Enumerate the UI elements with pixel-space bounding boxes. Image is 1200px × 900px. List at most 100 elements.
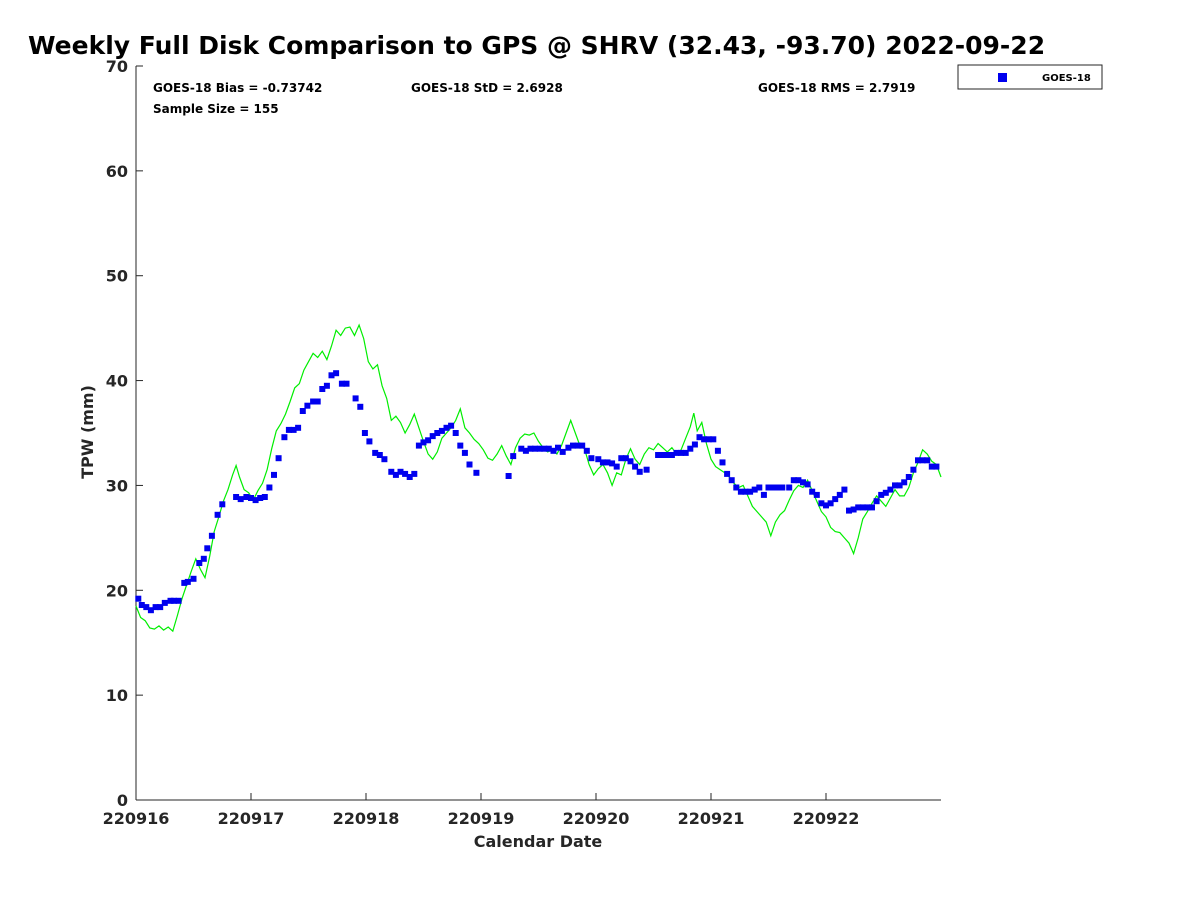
goes18-point xyxy=(719,459,726,466)
goes18-point xyxy=(532,445,538,452)
y-tick-label: 50 xyxy=(106,267,128,286)
goes18-point xyxy=(864,504,871,511)
goes18-point xyxy=(627,458,634,465)
goes18-point xyxy=(415,442,422,449)
y-tick-label: 20 xyxy=(106,581,128,600)
goes18-point xyxy=(438,427,445,434)
goes18-point xyxy=(219,501,226,508)
goes18-point xyxy=(655,452,662,458)
goes18-point xyxy=(184,578,191,585)
goes18-point xyxy=(314,398,321,405)
goes18-point xyxy=(696,434,703,441)
goes18-point xyxy=(275,455,282,462)
goes18-point xyxy=(919,457,926,464)
goes18-point xyxy=(613,463,620,470)
goes18-point xyxy=(425,437,432,444)
bias-stat: GOES-18 Bias = -0.73742 xyxy=(153,81,322,95)
goes18-point xyxy=(659,452,666,458)
goes18-point xyxy=(705,436,712,443)
y-tick-label: 0 xyxy=(117,791,128,810)
goes18-point xyxy=(710,436,717,443)
goes18-point xyxy=(214,511,221,518)
goes18-point xyxy=(841,486,848,493)
goes18-point xyxy=(765,484,772,491)
legend: GOES-18 xyxy=(957,64,1103,90)
rms-stat: GOES-18 RMS = 2.7919 xyxy=(758,81,915,95)
goes18-point xyxy=(774,484,781,491)
goes18-point xyxy=(518,445,525,452)
gps-line-layer xyxy=(135,323,942,633)
goes18-point xyxy=(411,470,418,477)
goes18-point xyxy=(366,438,373,445)
goes18-point xyxy=(295,424,302,431)
goes18-point xyxy=(204,545,211,552)
goes18-point xyxy=(285,426,292,433)
goes18-point xyxy=(261,494,268,500)
goes18-point xyxy=(804,481,811,488)
goes18-point xyxy=(397,468,404,475)
goes18-point xyxy=(175,597,182,604)
goes18-point xyxy=(901,479,908,486)
goes18-point xyxy=(915,457,921,464)
goes18-point xyxy=(823,502,829,509)
goes18-point xyxy=(595,456,602,463)
goes18-point xyxy=(181,579,188,586)
goes18-point xyxy=(243,494,250,500)
goes18-point xyxy=(388,468,395,475)
x-tick-label: 220918 xyxy=(333,809,400,828)
goes18-point xyxy=(643,466,650,473)
y-tick-label: 40 xyxy=(106,372,128,391)
goes18-point xyxy=(701,436,708,443)
std-stat: GOES-18 StD = 2.6928 xyxy=(411,81,563,95)
goes18-point xyxy=(790,477,797,484)
goes18-point xyxy=(609,460,616,467)
goes18-point xyxy=(138,602,145,608)
goes18-point xyxy=(457,442,464,449)
goes18-point xyxy=(352,395,359,402)
goes18-point xyxy=(343,380,350,387)
goes18-point xyxy=(928,463,935,470)
goes18-point xyxy=(376,452,383,458)
gps-series-line xyxy=(135,323,942,633)
goes18-point xyxy=(323,382,330,389)
goes18-point xyxy=(859,504,866,511)
goes18-point xyxy=(632,463,639,470)
goes18-point xyxy=(271,471,277,478)
goes18-point xyxy=(328,372,335,379)
goes18-point xyxy=(779,484,786,491)
goes18-point xyxy=(869,504,875,511)
goes18-point xyxy=(338,380,345,387)
goes18-point xyxy=(574,442,581,449)
goes18-point xyxy=(522,447,529,454)
goes18-point xyxy=(579,442,586,449)
goes18-point xyxy=(604,459,611,466)
goes18-point xyxy=(850,506,857,513)
goes18-point xyxy=(310,398,317,405)
goes18-point xyxy=(135,595,142,602)
goes18-point xyxy=(559,448,566,455)
goes-marker-layer xyxy=(135,370,940,614)
goes18-point xyxy=(664,452,671,458)
goes18-point xyxy=(827,500,834,507)
goes18-point xyxy=(751,486,758,493)
y-axis-label: TPW (mm) xyxy=(78,385,97,479)
goes18-point xyxy=(878,491,885,498)
goes18-point xyxy=(818,500,825,507)
goes18-point xyxy=(290,426,297,433)
goes18-point xyxy=(786,484,793,491)
x-tick-label: 220921 xyxy=(678,809,745,828)
x-tick-label: 220916 xyxy=(103,809,170,828)
goes18-point xyxy=(687,445,694,452)
goes18-point xyxy=(800,479,806,486)
goes18-point xyxy=(588,455,595,462)
chart-title: Weekly Full Disk Comparison to GPS @ SHR… xyxy=(28,31,1045,60)
goes18-point xyxy=(682,449,689,456)
goes18-point xyxy=(448,422,455,429)
goes18-point xyxy=(933,463,940,470)
goes18-point xyxy=(357,403,364,410)
goes18-point xyxy=(855,504,862,511)
goes18-point xyxy=(461,449,468,456)
goes18-point xyxy=(756,484,763,491)
goes18-point xyxy=(910,466,917,473)
